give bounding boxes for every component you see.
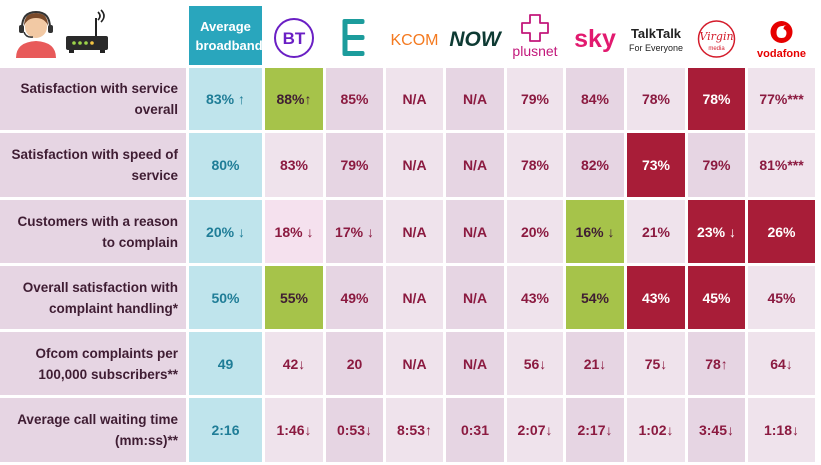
provider-logo-kcom: KCOM [386, 6, 443, 65]
value-cell: 42↓ [265, 332, 323, 395]
value-cell: 0:53↓ [326, 398, 383, 462]
value-cell: N/A [446, 266, 504, 329]
value-cell: 56↓ [507, 332, 563, 395]
value-cell: 20 [326, 332, 383, 395]
row-label-text: Ofcom complaints per 100,000 subscribers… [35, 345, 178, 382]
value-cell: 16% ↓ [566, 200, 624, 263]
provider-logo-bt: BT [265, 6, 323, 65]
value-cell: 49% [326, 266, 383, 329]
value-cell: N/A [446, 332, 504, 395]
value-cell: N/A [386, 133, 443, 197]
average-value: 2:16 [189, 398, 262, 462]
provider-name-bt: BT [283, 29, 306, 48]
provider-logo-now: NOW [446, 6, 504, 65]
value-cell: N/A [446, 200, 504, 263]
value-cell: 43% [627, 266, 685, 329]
row-label: Ofcom complaints per 100,000 subscribers… [0, 332, 186, 395]
value-cell: 54% [566, 266, 624, 329]
value-cell: N/A [386, 68, 443, 130]
value-cell: N/A [446, 133, 504, 197]
value-cell: 64↓ [748, 332, 815, 395]
value-cell: 73% [627, 133, 685, 197]
value-cell: 3:45↓ [688, 398, 745, 462]
provider-logo-plusnet: plusnet [507, 6, 563, 65]
value-cell: 81%*** [748, 133, 815, 197]
provider-name-sky: sky [574, 25, 616, 53]
value-cell: 85% [326, 68, 383, 130]
router-icon [62, 8, 112, 58]
average-broadband-header: Average broadband [189, 6, 263, 65]
value-cell: 21↓ [566, 332, 624, 395]
row-label-text: Satisfaction with service overall [20, 81, 178, 117]
value-cell: 20% [507, 200, 563, 263]
provider-name-kcom: KCOM [391, 32, 439, 49]
provider-logo-ee [326, 6, 383, 65]
value-cell: 26% [748, 200, 815, 263]
average-value: 50% [189, 266, 262, 329]
value-cell: 1:18↓ [748, 398, 815, 462]
value-cell: N/A [446, 68, 504, 130]
row-label: Satisfaction with speed of service [0, 133, 186, 197]
value-cell: 18% ↓ [265, 200, 323, 263]
value-cell: 43% [507, 266, 563, 329]
value-cell: 82% [566, 133, 624, 197]
row-label: Customers with a reason to complain [0, 200, 186, 263]
value-cell: 1:02↓ [627, 398, 685, 462]
value-cell: 75↓ [627, 332, 685, 395]
provider-name-plusnet: plusnet [512, 43, 557, 59]
value-cell: 23% ↓ [688, 200, 745, 263]
provider-tagline-talktalk: For Everyone [629, 43, 683, 53]
average-value: 83% ↑ [189, 68, 262, 130]
row-label-text: Average call waiting time (mm:ss)** [17, 412, 178, 448]
value-cell: 2:07↓ [507, 398, 563, 462]
value-cell: 79% [507, 68, 563, 130]
value-cell: 78% [688, 68, 745, 130]
value-cell: 2:17↓ [566, 398, 624, 462]
row-label: Overall satisfaction with complaint hand… [0, 266, 186, 329]
value-cell: 78% [507, 133, 563, 197]
value-cell: 83% [265, 133, 323, 197]
provider-logo-vodafone: vodafone [748, 6, 815, 65]
value-cell: 79% [326, 133, 383, 197]
value-cell: N/A [386, 332, 443, 395]
average-broadband-label: Average broadband [195, 18, 263, 53]
value-cell: 79% [688, 133, 745, 197]
value-cell: 88%↑ [265, 68, 323, 130]
row-label-text: Overall satisfaction with complaint hand… [22, 279, 178, 316]
row-label: Satisfaction with service overall [0, 68, 186, 130]
provider-logo-sky: sky [566, 6, 624, 65]
value-cell: 0:31 [446, 398, 504, 462]
value-cell: 21% [627, 200, 685, 263]
provider-logo-talktalk: TalkTalk For Everyone [627, 6, 685, 65]
average-value: 20% ↓ [189, 200, 262, 263]
provider-name-vodafone: vodafone [757, 48, 806, 60]
value-cell: 55% [265, 266, 323, 329]
value-cell: 78% [627, 68, 685, 130]
value-cell: 84% [566, 68, 624, 130]
provider-name-virgin: Virgin [699, 30, 733, 43]
value-cell: 8:53↑ [386, 398, 443, 462]
row-label-text: Customers with a reason to complain [17, 213, 178, 250]
value-cell: 78↑ [688, 332, 745, 395]
provider-sub-virgin: media [708, 46, 725, 52]
value-cell: 77%*** [748, 68, 815, 130]
value-cell: 45% [748, 266, 815, 329]
value-cell: 45% [688, 266, 745, 329]
row-label-text: Satisfaction with speed of service [11, 147, 178, 183]
value-cell: N/A [386, 266, 443, 329]
headset-agent-icon [12, 8, 60, 58]
provider-name-now: NOW [449, 28, 503, 51]
value-cell: N/A [386, 200, 443, 263]
row-label: Average call waiting time (mm:ss)** [0, 398, 186, 462]
value-cell: 17% ↓ [326, 200, 383, 263]
provider-logo-virgin: Virgin media [688, 6, 745, 65]
value-cell: 1:46↓ [265, 398, 323, 462]
average-value: 49 [189, 332, 262, 395]
provider-name-talktalk: TalkTalk [631, 26, 682, 41]
average-value: 80% [189, 133, 262, 197]
